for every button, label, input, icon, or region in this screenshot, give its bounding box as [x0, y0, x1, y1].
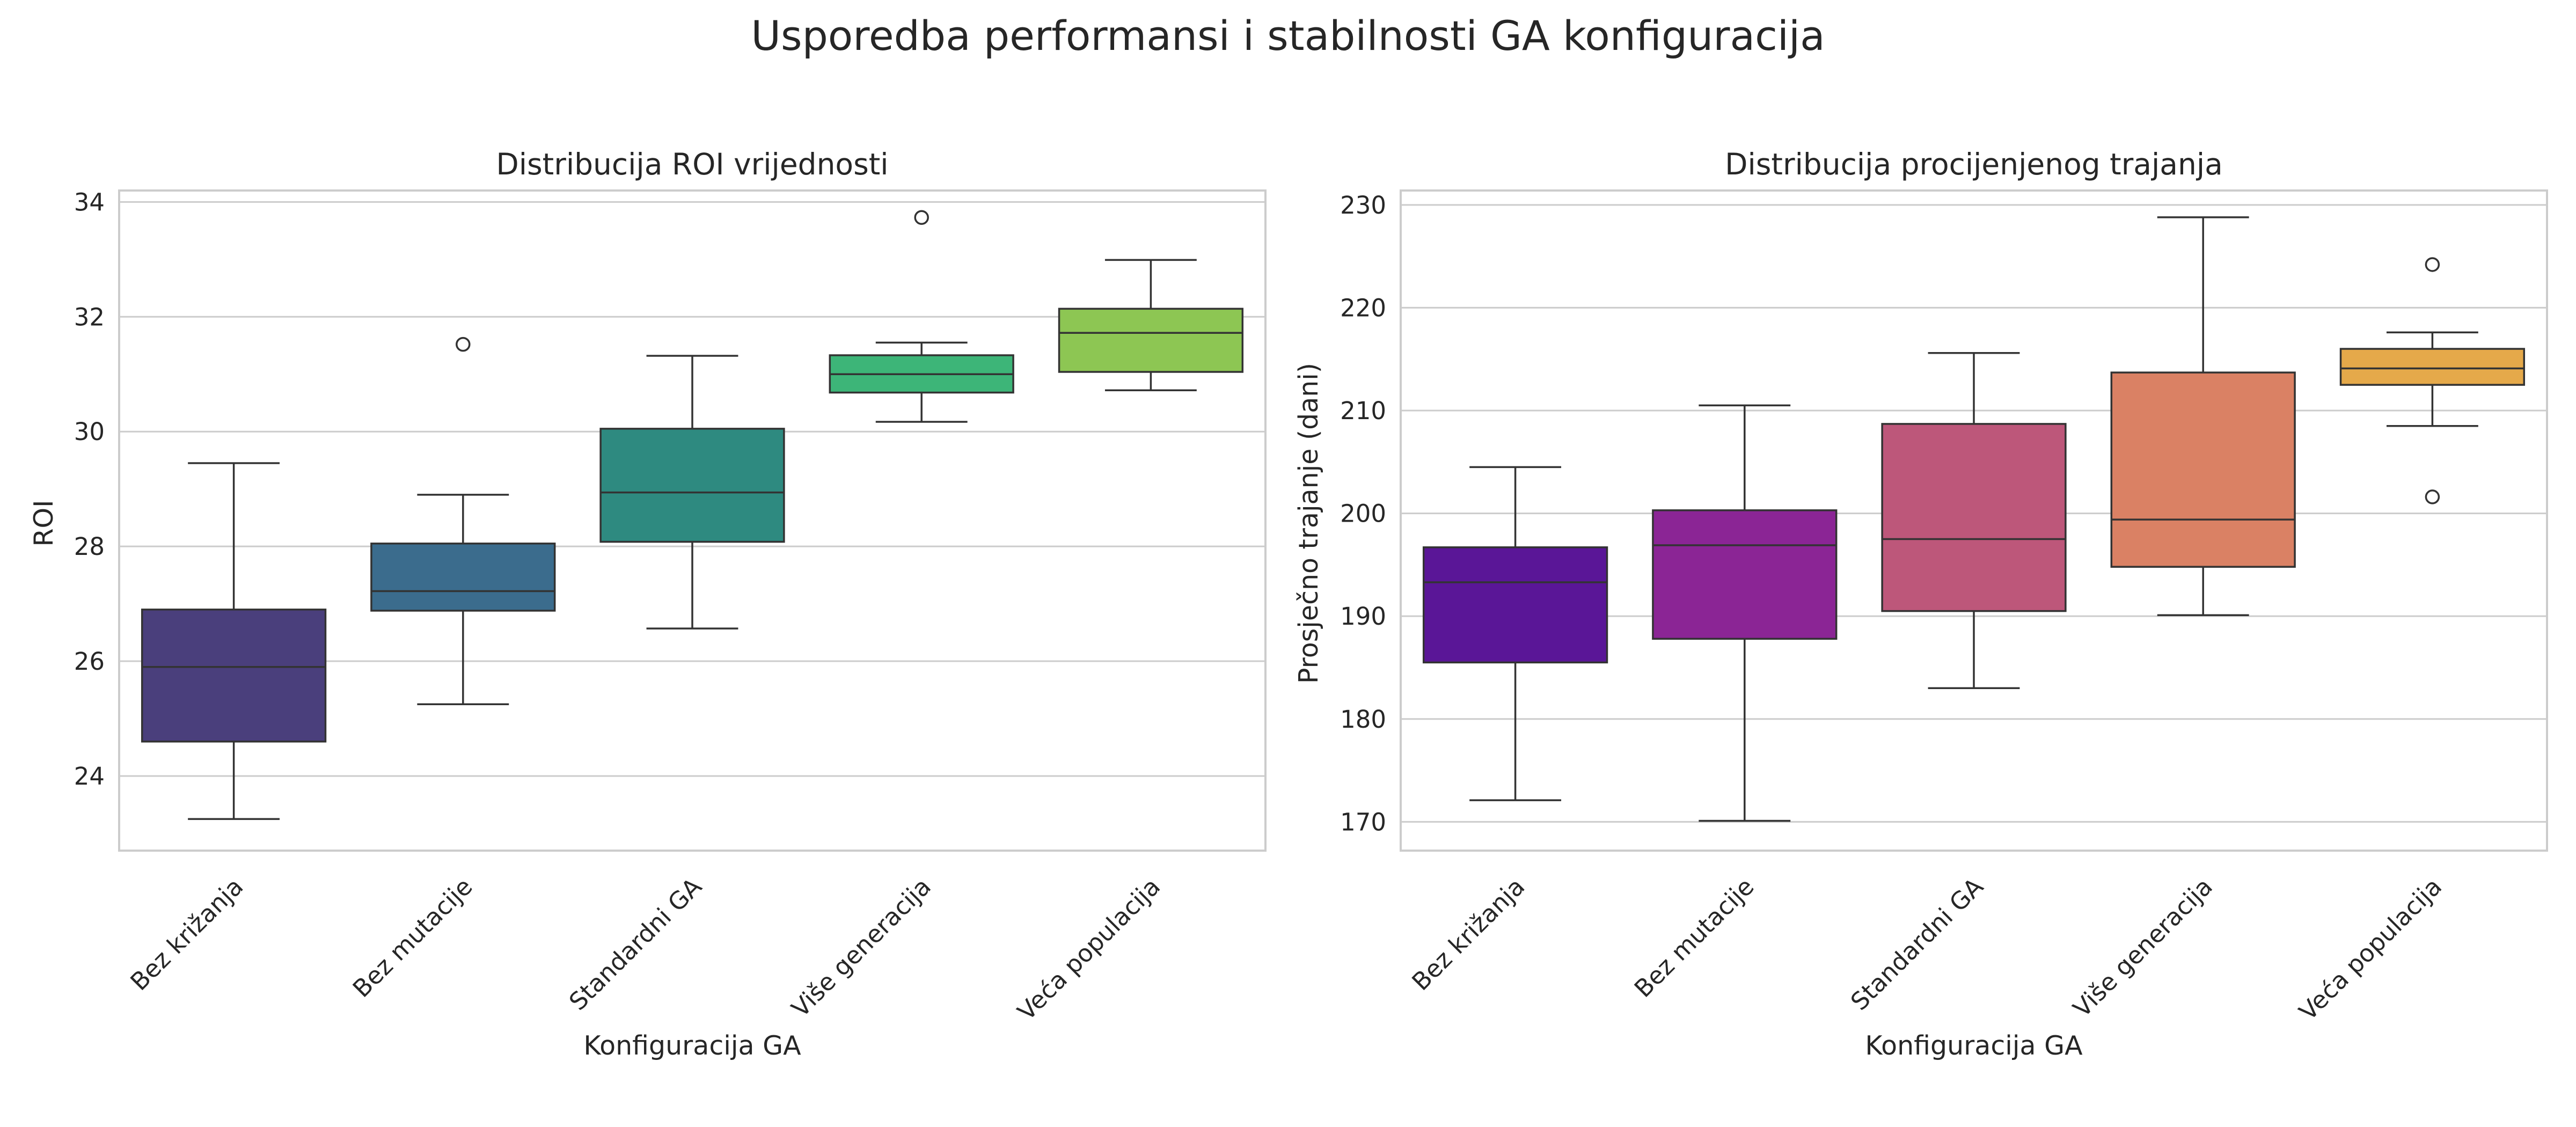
x-tick-label: Veća populacija	[2294, 872, 2448, 1026]
box-2	[370, 543, 556, 612]
outlier-point	[456, 336, 471, 352]
box-1	[1422, 546, 1608, 664]
y-tick-label: 230	[1340, 191, 1386, 219]
y-tick-label: 190	[1340, 602, 1386, 631]
chart-duration-title: Distribucija procijenjenog trajanja	[1725, 147, 2223, 181]
x-tick-label: Bez mutacije	[347, 872, 478, 1003]
chart-duration-xlabel: Konfiguracija GA	[1865, 1030, 2083, 1061]
x-tick-label: Bez križanja	[1407, 872, 1531, 996]
chart-roi-xlabel: Konfiguracija GA	[583, 1030, 801, 1061]
x-tick-label: Veća populacija	[1012, 872, 1166, 1026]
outlier-point	[2425, 257, 2440, 272]
outlier-point	[914, 210, 929, 225]
x-tick-label: Standardni GA	[1845, 872, 1989, 1016]
chart-roi-title: Distribucija ROI vrijednosti	[496, 147, 888, 181]
x-tick-label: Bez mutacije	[1629, 872, 1760, 1003]
y-tick-label: 32	[74, 303, 105, 331]
y-tick-label: 26	[74, 647, 105, 676]
outlier-point	[2425, 489, 2440, 504]
box-1	[141, 609, 327, 743]
x-tick-label: Standardni GA	[564, 872, 707, 1016]
box-2	[1652, 509, 1838, 640]
y-tick-label: 170	[1340, 808, 1386, 836]
chart-duration-ylabel: Prosječno trajanje (dani)	[1293, 363, 1324, 684]
y-tick-label: 210	[1340, 397, 1386, 425]
y-tick-label: 24	[74, 762, 105, 791]
chart-roi-plot: 24 26 28 30 32 34 Bez križanja Bez mutacije Stan…	[74, 188, 1267, 1026]
x-tick-label: Više generacija	[786, 872, 936, 1022]
box-4	[2110, 371, 2296, 568]
box-3	[1881, 423, 2067, 612]
box-5	[2339, 348, 2526, 386]
chart-duration: Distribucija procijenjenog trajanja Konf…	[1293, 147, 2548, 1061]
y-tick-label: 200	[1340, 500, 1386, 528]
plot-frame	[1400, 189, 2548, 852]
y-tick-label: 180	[1340, 705, 1386, 734]
y-tick-label: 220	[1340, 294, 1386, 322]
box-5	[1058, 308, 1244, 373]
y-tick-label: 34	[74, 188, 105, 216]
y-tick-label: 28	[74, 532, 105, 561]
x-tick-label: Bez križanja	[125, 872, 249, 996]
box-3	[599, 428, 785, 543]
figure-title: Usporedba performansi i stabilnosti GA k…	[751, 12, 1825, 60]
chart-duration-plot: 170 180 190 200 210 220 230 Bez križanja Bez mut…	[1340, 189, 2548, 1026]
y-tick-label: 30	[74, 418, 105, 446]
x-tick-label: Više generacija	[2068, 872, 2218, 1022]
chart-roi-ylabel: ROI	[28, 500, 59, 546]
plot-frame	[118, 189, 1267, 852]
chart-roi: Distribucija ROI vrijednosti Konfiguraci…	[28, 147, 1267, 1061]
